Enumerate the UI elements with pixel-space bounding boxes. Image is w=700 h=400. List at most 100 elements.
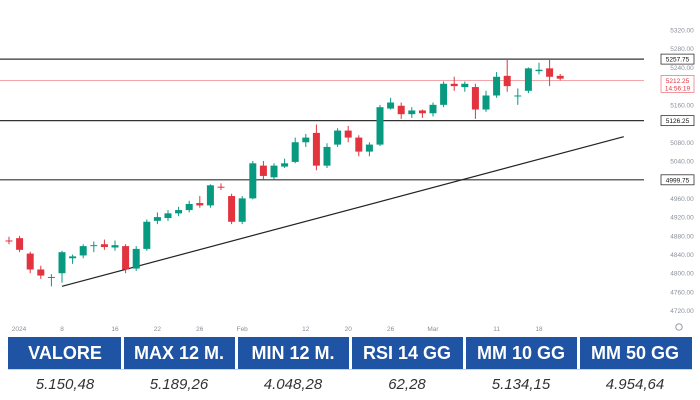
y-tick-label: 5240.00 [670,65,694,72]
candle [440,81,448,108]
candle-body [270,165,278,178]
trendline-group [61,136,624,287]
column-divider [577,337,580,400]
candle [524,67,532,94]
horizontal-levels [0,58,644,181]
candle [79,244,87,259]
y-tick-label: 5320.00 [670,28,694,35]
level-tag-label: 5257.75 [666,57,690,64]
candle [302,133,310,147]
x-tick-label: 18 [535,326,543,333]
candle-body [185,204,193,211]
level-tag-box [660,53,695,65]
y-tick-label: 4800.00 [670,271,694,278]
candle [196,196,204,208]
stat-header-mm-10gg: MM 10 GG [464,337,578,369]
level-tag-label: 5126.25 [666,118,690,125]
candle-body [514,95,522,97]
candle-body [122,246,130,270]
candle-body [100,244,108,248]
candle [493,72,501,98]
candle-body [175,210,183,214]
y-tick-label: 4720.00 [670,308,694,315]
candle-body [334,130,342,145]
stat-header-rsi-14gg: RSI 14 GG [350,337,464,369]
candle [16,235,24,253]
price-chart: 5320.005280.005240.005200.005160.005120.… [0,28,695,333]
candle [185,200,193,213]
y-tick-label: 4880.00 [670,233,694,240]
candle [238,196,246,225]
candle [270,163,278,180]
candle [429,102,437,117]
candle [69,254,77,264]
stats-table: VALORE 5.150,48 MAX 12 M. 5.189,26 MIN 1… [8,337,692,400]
x-tick-label: 20 [345,326,353,333]
y-tick-label: 5280.00 [670,46,694,53]
candle-body [482,95,490,110]
y-tick-label: 4840.00 [670,252,694,259]
candle [26,251,34,274]
x-tick-label: 12 [302,326,310,333]
candle-body [556,75,564,79]
candle [461,81,469,92]
stat-mm-50gg: MM 50 GG 4.954,64 [578,337,692,400]
candle-body [546,68,554,77]
settings-icon [675,323,683,331]
level-tag-label: 4999.75 [666,177,690,184]
column-divider [463,337,466,400]
candle [387,97,395,110]
column-divider [235,337,238,400]
x-tick-label: Feb [237,326,249,333]
candle [122,244,130,274]
candle [535,62,543,75]
candle-body [312,132,320,166]
level-tag-box [660,174,695,186]
candle-body [69,256,77,259]
stat-mm-10gg: MM 10 GG 5.134,15 [464,337,578,400]
candle-body [37,269,45,276]
candle [90,241,98,253]
candle-body [111,245,119,248]
candle-body [249,163,257,199]
last-price-tag-box [660,75,695,93]
candle-body [355,137,363,152]
candle [143,219,151,251]
candle [175,206,183,217]
candle [397,102,405,119]
candle-body [344,130,352,138]
candle-body [408,110,416,115]
stat-value-min-12m: 4.048,28 [236,369,350,400]
candle-body [471,87,479,110]
candle-body [238,198,246,222]
candle-body [164,213,172,219]
x-tick-label: 22 [154,326,162,333]
candle-body [429,104,437,114]
y-tick-label: 4920.00 [670,215,694,222]
y-axis: 5320.005280.005240.005200.005160.005120.… [670,28,694,316]
candle [37,265,45,279]
candle [450,76,458,91]
candle [249,160,257,200]
stat-min-12m: MIN 12 M. 4.048,28 [236,337,350,400]
candle [418,109,426,118]
candle [556,73,564,81]
candle-body [397,105,405,115]
x-axis: 2024 8 16 22 26 Feb 12 20 26 Mar 11 18 [12,323,683,333]
row-divider [8,369,692,370]
candle [5,236,13,245]
candle-body [5,240,13,242]
last-price-tag-label: 5212.25 [666,78,690,85]
candle [546,59,554,87]
candle-body [143,221,151,249]
candle [482,90,490,112]
candle-body [196,203,204,206]
y-tick-label: 5080.00 [670,140,694,147]
candle-body [26,253,34,270]
candle-body [418,110,426,114]
candle [323,143,331,168]
stat-value-max-12m: 5.189,26 [122,369,236,400]
candle [514,88,522,105]
candle [47,274,55,287]
